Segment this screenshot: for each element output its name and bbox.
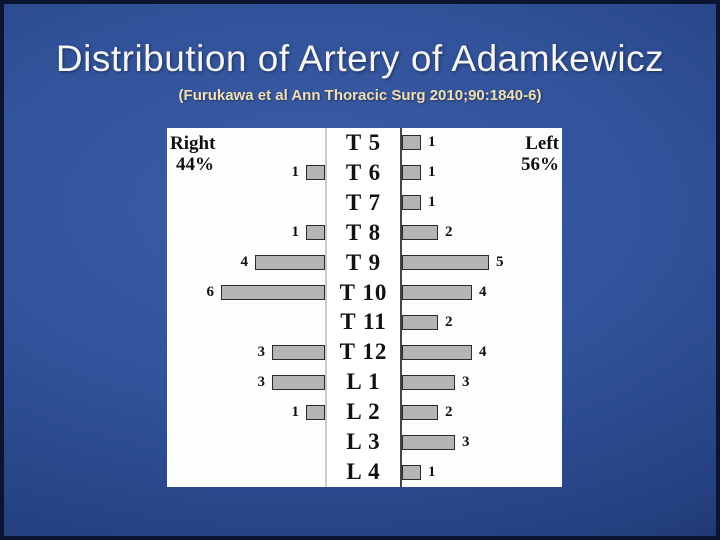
bar — [402, 434, 455, 450]
bar — [402, 314, 438, 330]
bar-value: 6 — [206, 284, 215, 301]
level-label: L 3 — [346, 429, 381, 455]
bar-value: 3 — [462, 373, 470, 390]
bar — [402, 165, 421, 181]
level-label: T 8 — [345, 219, 382, 245]
level-label: T 6 — [345, 159, 382, 185]
bar — [402, 195, 421, 211]
bar — [272, 374, 325, 390]
bar — [402, 344, 472, 360]
bar — [255, 255, 325, 271]
level-label: T 9 — [345, 249, 382, 275]
right-bar-row: 3 — [402, 427, 562, 457]
left-bar-row — [167, 427, 325, 457]
right-bar-row: 1 — [402, 128, 562, 158]
left-side-percent: 56% — [521, 154, 559, 175]
bar-value: 2 — [445, 313, 453, 330]
bar-value: 4 — [479, 284, 487, 301]
bar-value: 1 — [428, 134, 436, 151]
bar — [221, 285, 325, 301]
bar-value: 1 — [428, 463, 436, 480]
bar-value: 1 — [291, 164, 300, 181]
right-bar-row: 5 — [402, 248, 562, 278]
left-bar-row — [167, 457, 325, 487]
bar-value: 4 — [240, 254, 249, 271]
bar-value: 1 — [291, 403, 300, 420]
right-bar-row: 4 — [402, 337, 562, 367]
level-label: T 7 — [345, 189, 382, 215]
level-label: L 2 — [346, 399, 381, 425]
bar-value: 1 — [428, 194, 436, 211]
left-bar-row: 4 — [167, 248, 325, 278]
bar-value: 3 — [257, 373, 266, 390]
bar — [402, 135, 421, 151]
level-label: T 10 — [339, 279, 388, 305]
left-bar-row — [167, 188, 325, 218]
bar — [402, 404, 438, 420]
bar-value: 4 — [479, 343, 487, 360]
right-side-header: Right 44% — [170, 133, 215, 175]
bar — [402, 225, 438, 241]
right-bar-row: 1 — [402, 457, 562, 487]
left-bar-row: 1 — [167, 397, 325, 427]
bar-value: 5 — [496, 254, 504, 271]
slide-title: Distribution of Artery of Adamkewicz — [55, 38, 665, 79]
right-bar-row: 2 — [402, 308, 562, 338]
level-label: T 12 — [339, 339, 388, 365]
right-side-label: Right — [170, 133, 216, 154]
right-bar-row: 2 — [402, 397, 562, 427]
left-bar-row: 6 — [167, 278, 325, 308]
bar — [306, 165, 325, 181]
left-bars-zone: 1 1 4 6 3 3 1 — [167, 128, 325, 487]
bar-value: 1 — [291, 224, 300, 241]
bar — [402, 285, 472, 301]
left-bar-row: 1 — [167, 158, 325, 188]
bar — [306, 404, 325, 420]
bar-value: 3 — [257, 343, 266, 360]
bar-value: 2 — [445, 224, 453, 241]
right-bar-row: 1 — [402, 158, 562, 188]
left-side-header: Left 56% — [521, 133, 559, 175]
bar-value: 2 — [445, 403, 453, 420]
level-label: L 1 — [346, 369, 381, 395]
left-side-label: Left — [525, 133, 559, 154]
bar-value: 1 — [428, 164, 436, 181]
right-side-percent: 44% — [176, 154, 214, 175]
left-bar-row — [167, 308, 325, 338]
right-bar-row: 2 — [402, 218, 562, 248]
level-label: T 5 — [345, 129, 382, 155]
right-bar-row: 4 — [402, 278, 562, 308]
bar — [272, 344, 325, 360]
bar-value: 3 — [462, 433, 470, 450]
slide-citation: (Furukawa et al Ann Thoracic Surg 2010;9… — [178, 87, 542, 104]
bar — [402, 464, 421, 480]
level-label: T 11 — [340, 309, 387, 335]
left-bar-row: 3 — [167, 337, 325, 367]
bar — [402, 255, 489, 271]
bar — [402, 374, 455, 390]
right-bar-row: 3 — [402, 367, 562, 397]
level-label: L 4 — [346, 459, 381, 485]
left-bar-row: 1 — [167, 218, 325, 248]
left-bar-row: 3 — [167, 367, 325, 397]
right-bar-row: 1 — [402, 188, 562, 218]
level-label-column: T 5 T 6 T 7 T 8 T 9 T 10 T 11 T 12 L 1 L 2 L 3 L 4 — [325, 128, 402, 487]
bar — [306, 225, 325, 241]
